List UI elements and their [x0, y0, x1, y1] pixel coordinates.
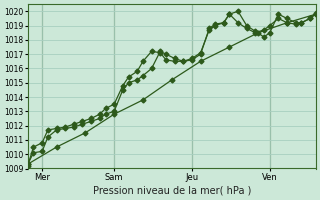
X-axis label: Pression niveau de la mer( hPa ): Pression niveau de la mer( hPa ): [92, 186, 251, 196]
